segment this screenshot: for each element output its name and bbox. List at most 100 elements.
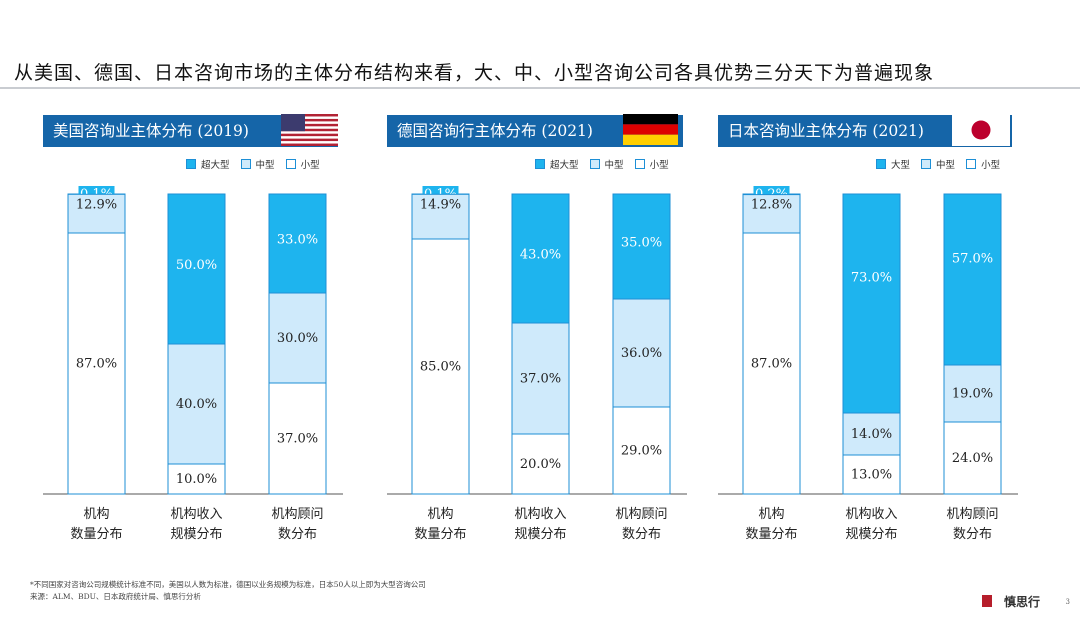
bar-stack: 0.1%12.9%87.0% — [67, 186, 126, 495]
bar-stack: 33.0% 30.0% 37.0% — [268, 193, 327, 495]
bar-segment-small — [943, 421, 1002, 495]
category-label: 机构 — [758, 507, 784, 522]
bar-stack: 43.0% 37.0% 20.0% — [511, 193, 570, 495]
legend-item-medium: 中型 — [240, 157, 275, 171]
data-label: 37.0% — [520, 372, 561, 387]
data-label: 50.0% — [176, 258, 217, 273]
bar-segment-small — [67, 232, 126, 495]
legend-item-small: 小型 — [966, 157, 1000, 171]
bar-segment-medium — [67, 193, 126, 234]
bar-stack: 50.0% 40.0% 10.0% — [167, 193, 226, 495]
category-label: 机构 — [83, 507, 109, 522]
data-label: 87.0% — [76, 357, 117, 372]
legend-item-medium: 中型 — [589, 157, 624, 171]
data-label: 14.9% — [420, 197, 461, 212]
germany-chart-panel: 德国咨询行主体分布 (2021) 超大型 中型 小型 0.1%14.9%85.0… — [387, 112, 697, 572]
chart-legend: 超大型 中型 小型 — [527, 157, 669, 171]
legend-item-large: 超大型 — [535, 157, 579, 171]
legend-item-small: 小型 — [285, 157, 320, 171]
category-label: 数分布 — [278, 527, 317, 542]
page-title: 从美国、德国、日本咨询市场的主体分布结构来看，大、中、小型咨询公司各具优势三分天… — [14, 62, 935, 84]
bar-segment-medium — [167, 343, 226, 465]
data-label: 87.0% — [751, 357, 792, 372]
bar-segment-large — [842, 193, 901, 414]
stacked-bar-chart: 0.2%12.8%87.0%机构数量分布73.0%14.0%13.0%机构收入规… — [718, 186, 1018, 542]
category-label: 机构顾问 — [946, 507, 998, 522]
category-label: 数量分布 — [70, 527, 122, 542]
category-label: 机构收入 — [514, 507, 566, 522]
data-label: 33.0% — [277, 233, 318, 248]
category-label: 数量分布 — [414, 527, 466, 542]
bar-segment-medium — [511, 322, 570, 435]
data-label: 12.9% — [76, 197, 117, 212]
data-label: 29.0% — [621, 444, 662, 459]
data-label: 14.0% — [851, 427, 892, 442]
data-label: 57.0% — [952, 251, 993, 266]
data-label: 35.0% — [621, 236, 662, 251]
bar-segment-medium — [411, 193, 470, 240]
footnote: *不同国家对咨询公司规模统计标准不同，美国以人数为标准，德国以业务规模为标准，日… — [30, 580, 426, 589]
bar-segment-medium — [268, 292, 327, 384]
data-label: 13.0% — [851, 468, 892, 483]
bar-segment-small — [612, 406, 671, 495]
category-label: 规模分布 — [514, 527, 566, 542]
bar-segment-small — [167, 463, 226, 495]
bar-segment-large — [167, 193, 226, 345]
data-label: 12.8% — [751, 198, 792, 213]
bar-stack: 0.1%14.9%85.0% — [411, 186, 470, 495]
bar-segment-small — [842, 454, 901, 495]
category-label: 机构顾问 — [615, 507, 667, 522]
category-label: 机构顾问 — [271, 507, 323, 522]
japan-flag-icon — [952, 114, 1010, 146]
bar-segment-medium — [943, 364, 1002, 423]
bar-segment-large — [943, 193, 1002, 366]
category-label: 机构收入 — [170, 507, 222, 522]
us-flag-icon — [281, 114, 338, 146]
data-label: 20.0% — [520, 457, 561, 472]
legend-item-medium: 中型 — [921, 157, 955, 171]
data-label: 24.0% — [952, 451, 993, 466]
stacked-bar-chart: 0.1%14.9%85.0%机构数量分布43.0%37.0%20.0%机构收入规… — [387, 186, 687, 542]
bar-segment-small — [511, 433, 570, 495]
stacked-bar-chart: 0.1%12.9%87.0%机构数量分布50.0%40.0%10.0%机构收入规… — [43, 186, 343, 542]
title-divider — [0, 87, 1080, 89]
category-label: 规模分布 — [845, 527, 897, 542]
us-chart-panel: 美国咨询业主体分布 (2019) 超大型 中型 小型 0.1%12.9%87.0… — [43, 112, 353, 572]
bar-segment-large — [612, 193, 671, 300]
brand-logo-icon — [982, 595, 992, 607]
data-label: 37.0% — [277, 432, 318, 447]
category-label: 机构 — [427, 507, 453, 522]
category-label: 数分布 — [953, 527, 992, 542]
bar-stack: 0.2%12.8%87.0% — [742, 186, 801, 495]
bar-segment-large — [511, 193, 570, 324]
legend-item-small: 小型 — [634, 157, 669, 171]
bar-stack: 57.0% 19.0% 24.0% — [943, 193, 1002, 495]
chart-legend: 超大型 中型 小型 — [178, 157, 320, 171]
bar-segment-small — [268, 382, 327, 495]
source-note: 来源：ALM、BDU、日本政府统计局、慎思行分析 — [30, 592, 201, 601]
category-label: 数分布 — [622, 527, 661, 542]
bar-segment-medium — [612, 298, 671, 408]
data-label: 10.0% — [176, 472, 217, 487]
bar-stack: 73.0% 14.0% 13.0% — [842, 193, 901, 495]
data-label: 36.0% — [621, 346, 662, 361]
bar-segment-small — [742, 232, 801, 495]
data-label: 40.0% — [176, 397, 217, 412]
page-number: 3 — [1065, 598, 1070, 606]
data-label: 19.0% — [952, 387, 993, 402]
data-label: 85.0% — [420, 360, 461, 375]
data-label: 30.0% — [277, 331, 318, 346]
legend-item-large: 大型 — [876, 157, 910, 171]
bar-segment-small — [411, 238, 470, 495]
bar-segment-medium — [842, 412, 901, 456]
legend-item-large: 超大型 — [186, 157, 230, 171]
bar-stack: 35.0% 36.0% 29.0% — [612, 193, 671, 495]
data-label: 73.0% — [851, 271, 892, 286]
data-label: 43.0% — [520, 248, 561, 263]
japan-chart-panel: 日本咨询业主体分布 (2021) 大型 中型 小型 0.2%12.8%87.0%… — [718, 112, 1028, 572]
category-label: 数量分布 — [745, 527, 797, 542]
chart-legend: 大型 中型 小型 — [868, 157, 1000, 171]
germany-flag-icon — [623, 114, 678, 145]
category-label: 机构收入 — [845, 507, 897, 522]
brand-name: 慎思行 — [1003, 595, 1040, 609]
